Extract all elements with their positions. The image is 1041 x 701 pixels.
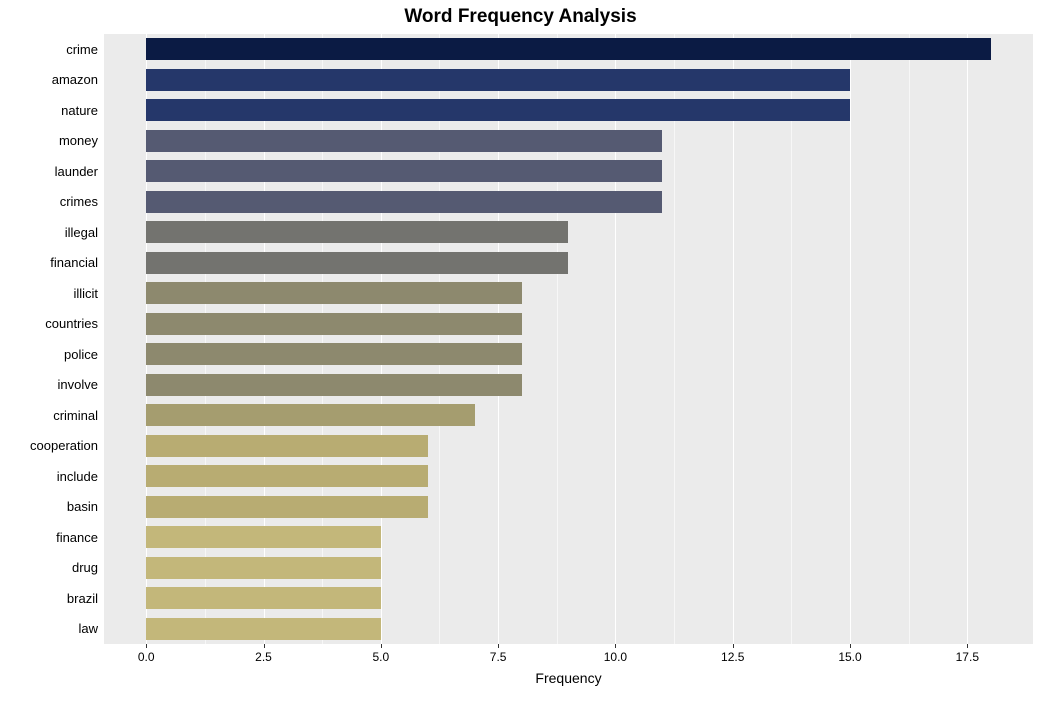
y-tick-label: illicit <box>73 286 98 301</box>
x-tick-label: 2.5 <box>255 650 272 664</box>
y-tick-label: launder <box>55 164 98 179</box>
plot-area <box>104 34 1033 644</box>
bar <box>146 435 428 457</box>
x-tick-label: 17.5 <box>956 650 979 664</box>
y-tick-label: crime <box>66 42 98 57</box>
x-tick-label: 5.0 <box>372 650 389 664</box>
x-tick-label: 15.0 <box>838 650 861 664</box>
bar <box>146 191 662 213</box>
x-tick <box>146 644 147 648</box>
y-tick-label: countries <box>45 316 98 331</box>
bar <box>146 130 662 152</box>
y-tick-label: money <box>59 133 98 148</box>
y-tick-label: basin <box>67 499 98 514</box>
y-tick-label: criminal <box>53 408 98 423</box>
y-tick-label: drug <box>72 560 98 575</box>
gridline-minor <box>322 34 323 644</box>
gridline-minor <box>439 34 440 644</box>
x-tick <box>381 644 382 648</box>
bar <box>146 404 474 426</box>
bar <box>146 557 381 579</box>
x-tick <box>733 644 734 648</box>
bar <box>146 496 428 518</box>
gridline <box>850 34 851 644</box>
bar <box>146 99 850 121</box>
bar <box>146 587 381 609</box>
y-tick-label: cooperation <box>30 438 98 453</box>
y-tick-label: financial <box>50 255 98 270</box>
x-tick <box>498 644 499 648</box>
bar <box>146 465 428 487</box>
gridline-minor <box>674 34 675 644</box>
x-axis-title: Frequency <box>104 670 1033 686</box>
y-tick-label: include <box>57 469 98 484</box>
bar <box>146 252 568 274</box>
gridline <box>733 34 734 644</box>
bar <box>146 618 381 640</box>
y-tick-label: illegal <box>65 225 98 240</box>
bar <box>146 221 568 243</box>
gridline <box>615 34 616 644</box>
gridline-minor <box>205 34 206 644</box>
y-tick-label: nature <box>61 103 98 118</box>
y-tick-label: crimes <box>60 194 98 209</box>
x-tick-label: 7.5 <box>490 650 507 664</box>
gridline-minor <box>909 34 910 644</box>
x-tick-label: 12.5 <box>721 650 744 664</box>
x-tick <box>264 644 265 648</box>
bar <box>146 282 521 304</box>
gridline <box>498 34 499 644</box>
y-tick-label: brazil <box>67 591 98 606</box>
gridline <box>146 34 147 644</box>
bar <box>146 69 850 91</box>
bar <box>146 343 521 365</box>
chart-container: Word Frequency Analysis crime amazon natur… <box>0 0 1041 701</box>
gridline <box>264 34 265 644</box>
x-tick <box>615 644 616 648</box>
y-tick-label: law <box>78 621 98 636</box>
y-tick-label: finance <box>56 530 98 545</box>
bar <box>146 160 662 182</box>
x-tick-label: 10.0 <box>604 650 627 664</box>
x-tick <box>850 644 851 648</box>
gridline-minor <box>557 34 558 644</box>
bar <box>146 374 521 396</box>
x-tick-label: 0.0 <box>138 650 155 664</box>
y-tick-label: involve <box>58 377 98 392</box>
y-tick-label: police <box>64 347 98 362</box>
bar <box>146 38 991 60</box>
gridline <box>381 34 382 644</box>
gridline-minor <box>791 34 792 644</box>
bar <box>146 526 381 548</box>
gridline <box>967 34 968 644</box>
y-tick-label: amazon <box>52 72 98 87</box>
chart-title: Word Frequency Analysis <box>0 6 1041 28</box>
x-tick <box>967 644 968 648</box>
bar <box>146 313 521 335</box>
